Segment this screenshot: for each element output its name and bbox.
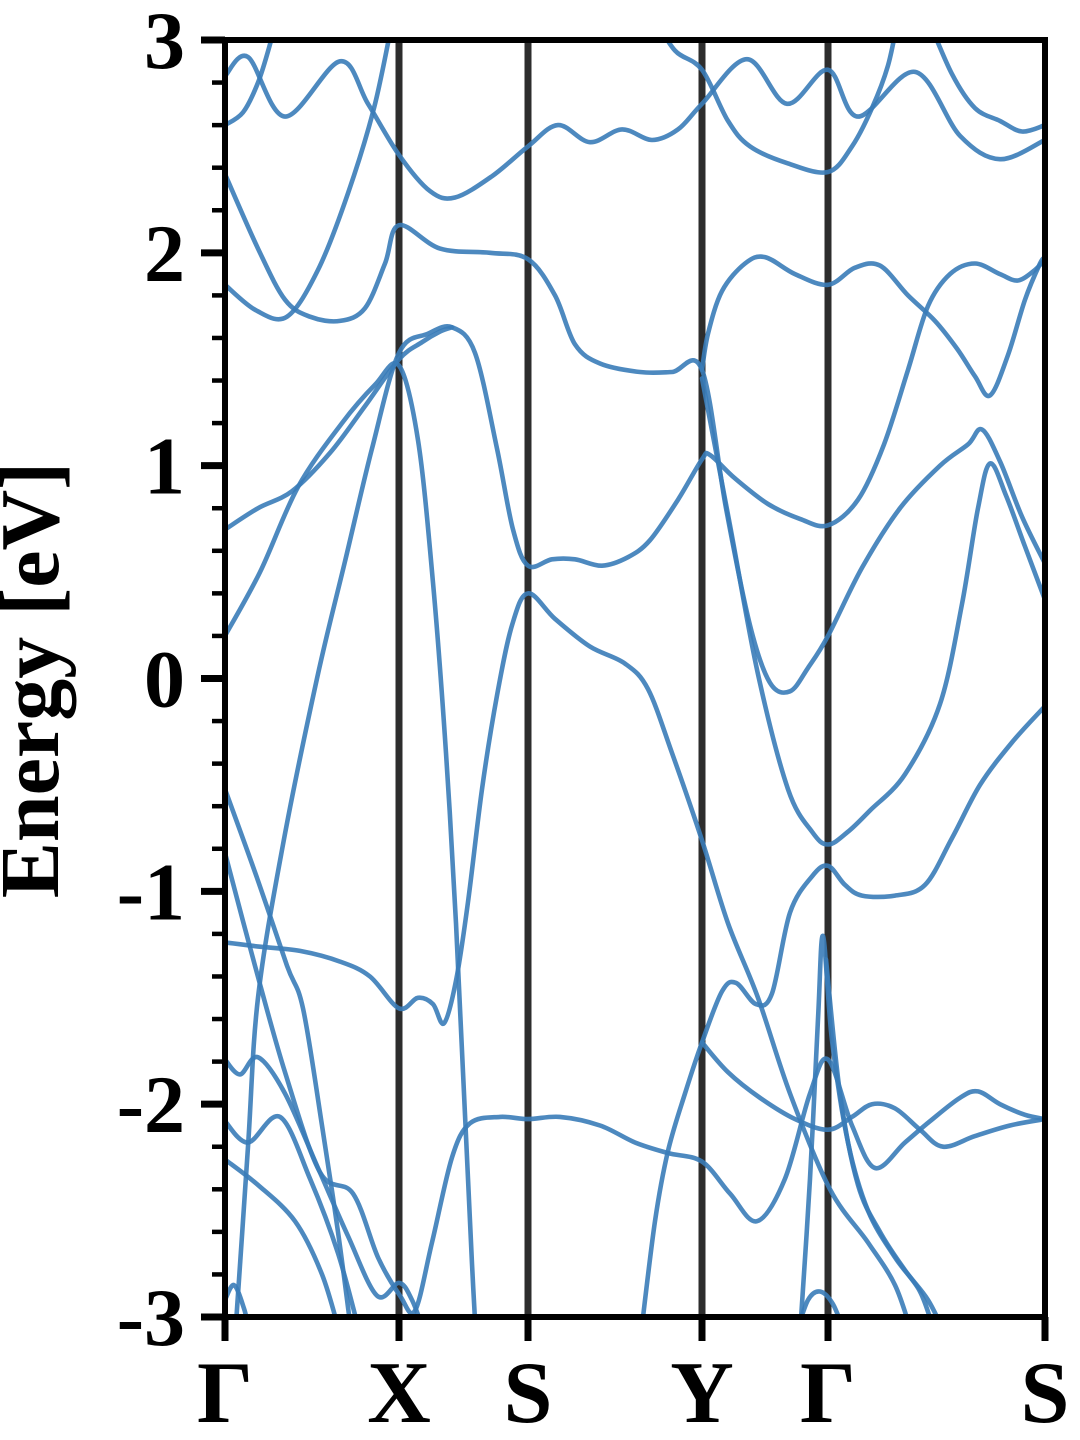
band-line-band-arch-gamma2 <box>799 1289 842 1317</box>
band-line-band-r1 <box>234 256 1045 1317</box>
band-line-band-top-2 <box>225 40 274 128</box>
band-line-band-la <box>225 786 352 1317</box>
symmetry-lines <box>395 40 832 1317</box>
band-line-band-le <box>225 1113 358 1317</box>
band-curves <box>225 40 1045 1317</box>
axis-ticks <box>201 36 1049 1341</box>
x-tick-label: S <box>504 1345 553 1440</box>
band-line-band-top-1 <box>225 53 1045 201</box>
band-line-band-x-plunger <box>225 361 478 1317</box>
band-line-band-e3 <box>934 40 1045 134</box>
y-tick-label: 0 <box>144 634 185 725</box>
band-line-band-lb-flat <box>225 850 1045 1316</box>
x-tick-label: S <box>1021 1345 1070 1440</box>
band-line-band-ld <box>225 1054 422 1317</box>
y-tick-label: -3 <box>117 1272 185 1363</box>
x-tick-label: Y <box>670 1345 734 1440</box>
x-tick-label: Γ <box>197 1345 253 1440</box>
band-line-band-g1 <box>225 40 391 322</box>
band-line-band-arch-gamma1 <box>225 1282 249 1317</box>
band-line-band-lc-long <box>225 591 910 1317</box>
band-line-band-e2 <box>664 40 897 175</box>
band-line-band-m1 <box>225 325 455 532</box>
band-line-band-w1b <box>823 957 940 1317</box>
band-line-band-c1 <box>225 171 1045 695</box>
y-axis-label: Energy [eV] <box>0 462 77 898</box>
y-tick-label: 3 <box>144 0 185 86</box>
y-tick-label: 1 <box>144 421 185 512</box>
band-line-band-d <box>699 254 1045 399</box>
y-tick-label: -2 <box>117 1059 185 1150</box>
band-line-band-lf <box>225 1157 338 1317</box>
y-tick-label: 2 <box>144 208 185 299</box>
band-line-band-h-wavy <box>699 1040 1045 1150</box>
y-tick-label: -1 <box>117 846 185 937</box>
x-tick-label: X <box>367 1345 431 1440</box>
band-line-band-c2 <box>699 376 1045 847</box>
x-tick-label: Γ <box>800 1345 856 1440</box>
band-line-band-f <box>640 703 1045 1317</box>
